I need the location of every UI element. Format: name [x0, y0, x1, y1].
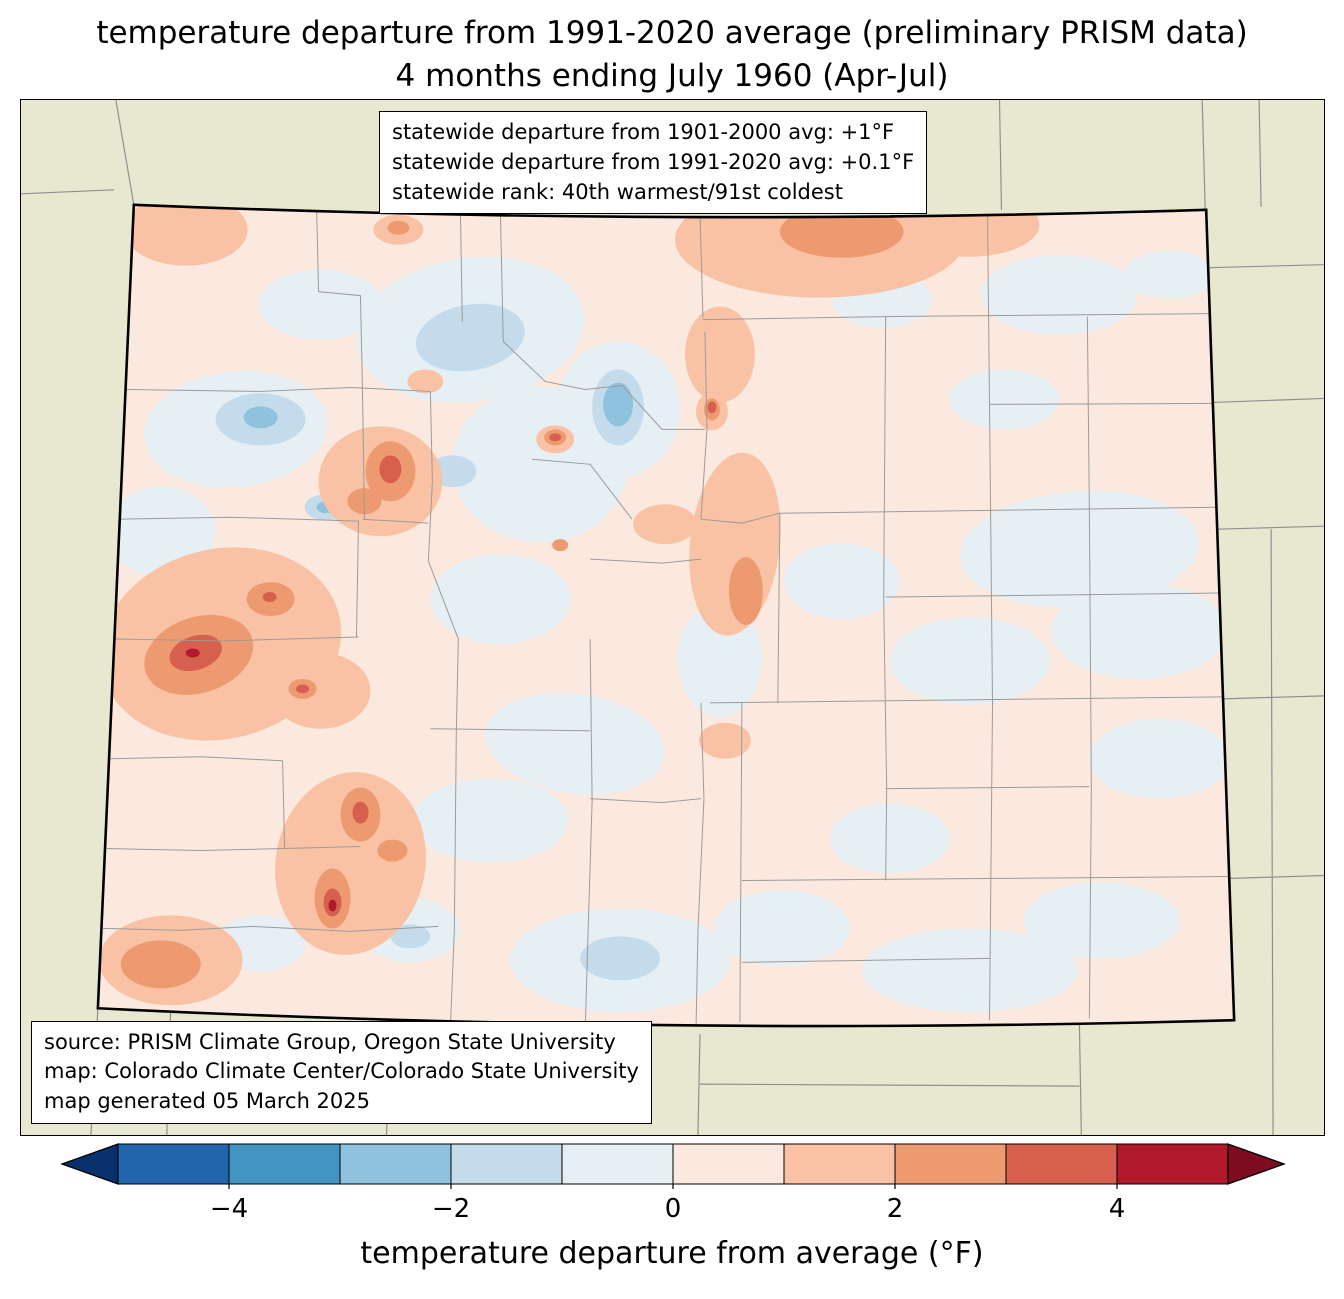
colorbar-bar: [60, 1143, 1286, 1189]
colorbar-tick-label: −2: [431, 1194, 471, 1224]
colorbar-segment: [228, 1143, 341, 1185]
map-frame: statewide departure from 1901-2000 avg: …: [20, 99, 1325, 1136]
source-box: source: PRISM Climate Group, Oregon Stat…: [31, 1020, 652, 1124]
colorbar-tick-label: −4: [209, 1194, 249, 1224]
colorado-anomaly-map: [21, 100, 1324, 1135]
colorbar-left-arrow: [60, 1143, 119, 1185]
colorbar-axis-label: temperature departure from average (°F): [360, 1236, 984, 1271]
stats-box: statewide departure from 1901-2000 avg: …: [379, 111, 928, 215]
colorbar: −4 −2 0 2 4 temperature departure from a…: [0, 1140, 1344, 1299]
stats-line-3: statewide rank: 40th warmest/91st coldes…: [392, 179, 843, 204]
colorbar-segment: [1116, 1143, 1229, 1185]
source-line-2: map: Colorado Climate Center/Colorado St…: [44, 1059, 639, 1084]
colorbar-right-arrow: [1227, 1143, 1286, 1185]
colorbar-segment: [672, 1143, 785, 1185]
source-line-3: map generated 05 March 2025: [44, 1089, 371, 1114]
colorbar-segment: [1005, 1143, 1118, 1185]
colorbar-segment: [450, 1143, 563, 1185]
stats-line-2: statewide departure from 1991-2020 avg: …: [392, 149, 915, 174]
colorbar-segment: [117, 1143, 230, 1185]
county-boundaries: [102, 204, 1230, 1027]
colorbar-tick-marks: [228, 1184, 1118, 1189]
colorbar-tick-label: 0: [664, 1194, 682, 1224]
colorbar-tick-label: 4: [1108, 1194, 1126, 1224]
colorbar-segment: [339, 1143, 452, 1185]
warm-anomaly-regions: [98, 204, 1040, 1006]
colorbar-segment: [561, 1143, 674, 1185]
title-line-1: temperature departure from 1991-2020 ave…: [96, 15, 1248, 51]
colorbar-tick-labels: −4 −2 0 2 4: [0, 1194, 1344, 1228]
source-line-1: source: PRISM Climate Group, Oregon Stat…: [44, 1029, 616, 1054]
page-title: temperature departure from 1991-2020 ave…: [0, 12, 1344, 98]
title-line-2: 4 months ending July 1960 (Apr-Jul): [395, 57, 949, 94]
cool-anomaly-regions: [105, 250, 1230, 1013]
colorbar-tick-label: 2: [886, 1194, 904, 1224]
colorbar-segment: [894, 1143, 1007, 1185]
stats-line-1: statewide departure from 1901-2000 avg: …: [392, 120, 895, 144]
colorbar-segment: [783, 1143, 896, 1185]
